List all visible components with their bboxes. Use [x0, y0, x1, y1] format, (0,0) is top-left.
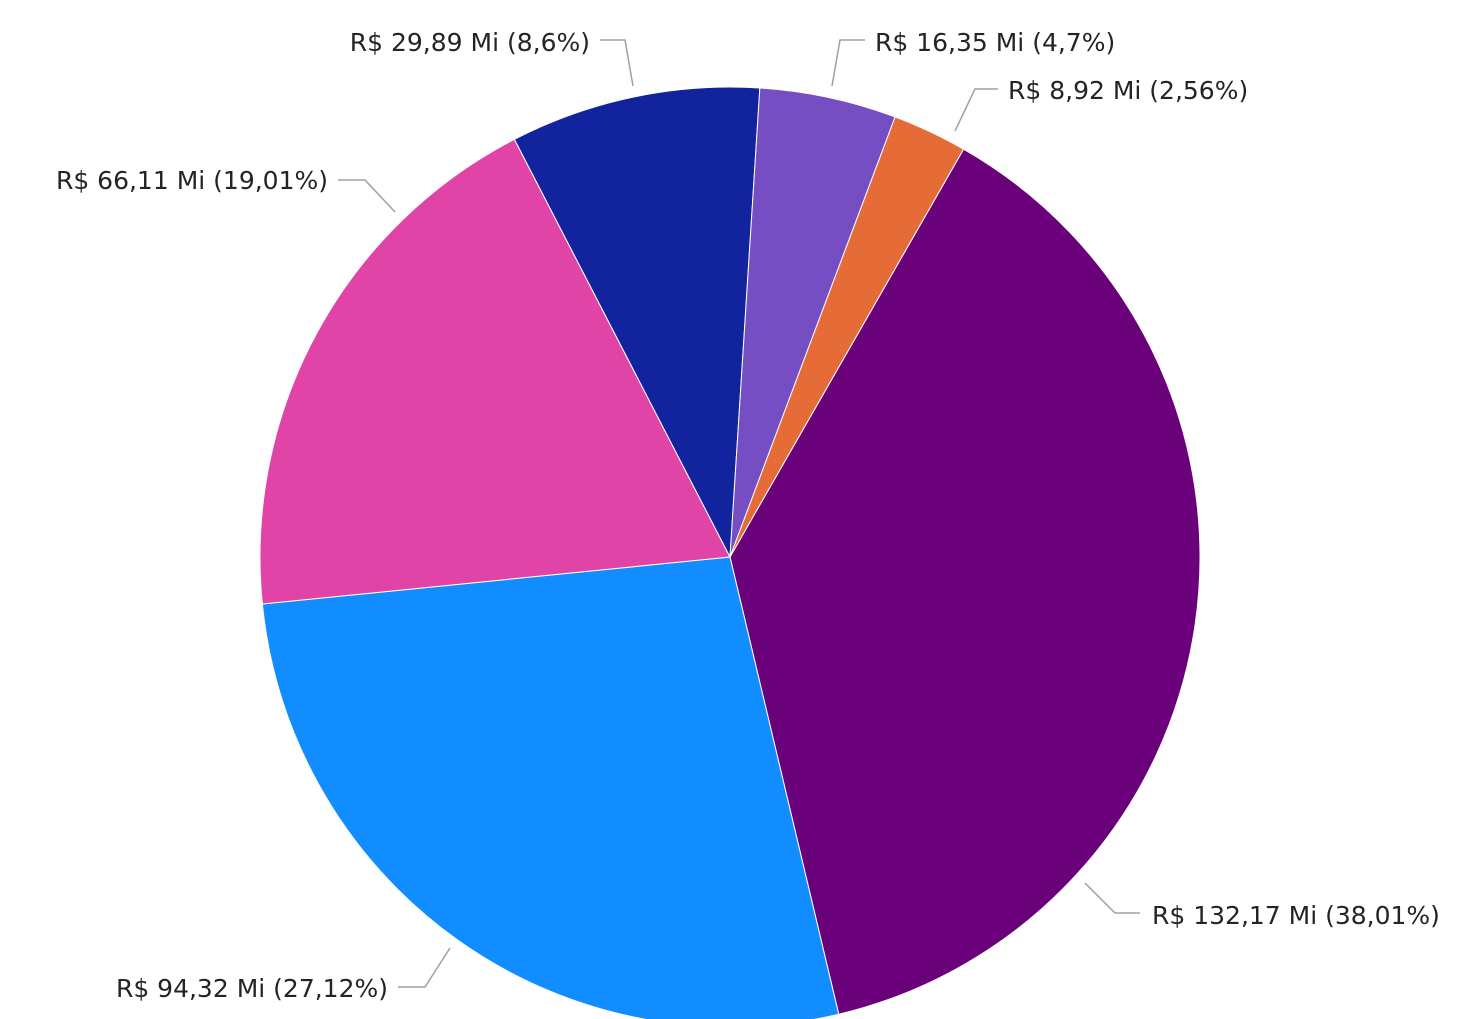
pie-slice: [513, 86, 761, 559]
leader-line: [600, 39, 634, 87]
leader-line: [831, 39, 865, 87]
pie-slice: [261, 556, 840, 1019]
leader-line: [954, 88, 998, 132]
data-label: R$ 94,32 Mi (27,12%): [116, 974, 388, 1003]
data-label: R$ 8,92 Mi (2,56%): [1008, 76, 1248, 105]
data-label: R$ 132,17 Mi (38,01%): [1152, 901, 1440, 930]
pie-slice: [259, 138, 731, 605]
data-label: R$ 66,11 Mi (19,01%): [56, 166, 328, 195]
pie-slice: [729, 148, 1201, 1015]
leader-line: [1084, 882, 1140, 914]
pie-slice: [729, 116, 965, 558]
data-label: R$ 29,89 Mi (8,6%): [350, 28, 590, 57]
leader-line: [398, 947, 451, 988]
leader-line: [338, 179, 396, 213]
data-label: R$ 16,35 Mi (4,7%): [875, 28, 1115, 57]
